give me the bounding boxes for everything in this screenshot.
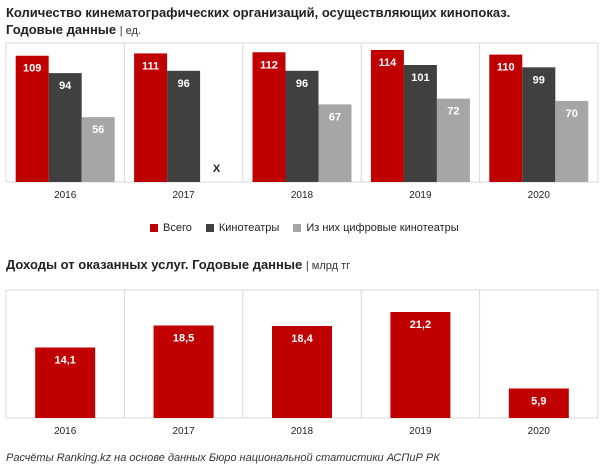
- chart1-missing-label: X: [213, 163, 221, 175]
- chart2-tick-label: 2017: [172, 426, 195, 437]
- chart1-tick-label: 2019: [409, 190, 432, 201]
- chart2-bar: [508, 388, 569, 418]
- chart1-svg: 109 94 56 2016 111 96 X 2017 112 96 67 2018 114 101 72…: [5, 42, 599, 201]
- chart2-data-label: 5,9: [531, 396, 546, 408]
- chart1-data-label: 99: [533, 74, 545, 86]
- chart2-tick-label: 2018: [291, 426, 314, 437]
- chart1-data-label: 114: [379, 57, 398, 69]
- chart1-bar: [167, 70, 201, 182]
- chart2-data-label: 18,5: [173, 333, 194, 345]
- chart2-bar: [390, 312, 451, 418]
- legend-item: Из них цифровые кинотеатры: [293, 222, 459, 234]
- chart1-tick-label: 2020: [528, 190, 551, 201]
- chart2-data-label: 14,1: [54, 355, 75, 367]
- chart1-bar: [555, 100, 589, 182]
- legend-label: Кинотеатры: [218, 222, 280, 234]
- chart1-unit: | ед.: [119, 25, 142, 37]
- chart1-data-label: 112: [260, 59, 278, 71]
- chart1-data-label: 96: [177, 78, 189, 90]
- chart1-title-main: Количество кинематографических организац…: [6, 5, 511, 20]
- chart1-data-label: 70: [566, 108, 578, 120]
- chart2-tick-label: 2019: [409, 426, 432, 437]
- chart1-bar: [285, 70, 319, 182]
- chart1-bar: [15, 55, 49, 182]
- chart1-data-label: 101: [411, 72, 429, 84]
- chart1-legend: Всего Кинотеатры Из них цифровые кинотеатр…: [150, 222, 459, 234]
- legend-swatch: [150, 224, 158, 232]
- legend-label: Всего: [163, 222, 192, 234]
- chart2-bar: [272, 326, 332, 418]
- chart2-tick-label: 2016: [54, 426, 77, 437]
- chart1-title-sub: Годовые данные: [6, 22, 117, 37]
- chart1-data-label: 111: [142, 60, 159, 72]
- chart1-bar: [436, 98, 470, 182]
- chart2-title-main: Доходы от оказанных услуг. Годовые данны…: [6, 257, 303, 272]
- chart1-data-label: 72: [447, 106, 459, 118]
- chart2-data-label: 18,4: [291, 333, 313, 345]
- footer-source: Расчёты Ranking.kz на основе данных Бюро…: [6, 452, 440, 464]
- legend-swatch: [293, 224, 302, 232]
- chart2-bar: [153, 325, 214, 418]
- chart1-tick-label: 2018: [291, 190, 314, 201]
- legend-swatch: [205, 224, 214, 232]
- chart1-bar: [48, 73, 82, 182]
- chart2-bar: [35, 347, 96, 418]
- chart1-data-label: 67: [329, 111, 341, 123]
- chart1-bar: [403, 65, 437, 182]
- chart1-tick-label: 2016: [54, 190, 77, 201]
- chart1-bar: [318, 104, 352, 182]
- chart1-bar: [370, 49, 404, 183]
- chart1-bar: [522, 67, 556, 182]
- chart2-tick-label: 2020: [528, 426, 551, 437]
- chart2-title: Доходы от оказанных услуг. Годовые данны…: [6, 256, 350, 275]
- chart1-data-label: 56: [92, 124, 104, 136]
- chart1-bar: [252, 52, 286, 183]
- chart1-data-label: 96: [296, 78, 308, 90]
- legend-label: Из них цифровые кинотеатры: [306, 222, 459, 234]
- chart1-data-label: 94: [59, 80, 72, 92]
- chart2-unit: | млрд тг: [305, 260, 351, 272]
- chart2-data-label: 21,2: [410, 319, 431, 331]
- legend-item: Всего: [150, 222, 192, 234]
- chart1-data-label: 110: [497, 62, 515, 74]
- chart1-bar: [489, 54, 523, 183]
- chart1-bar: [134, 53, 168, 182]
- chart1-bar: [81, 117, 115, 182]
- chart1-title: Количество кинематографических организац…: [6, 4, 510, 40]
- legend-item: Кинотеатры: [205, 222, 280, 234]
- chart1-data-label: 109: [23, 63, 41, 75]
- chart1-tick-label: 2017: [172, 190, 195, 201]
